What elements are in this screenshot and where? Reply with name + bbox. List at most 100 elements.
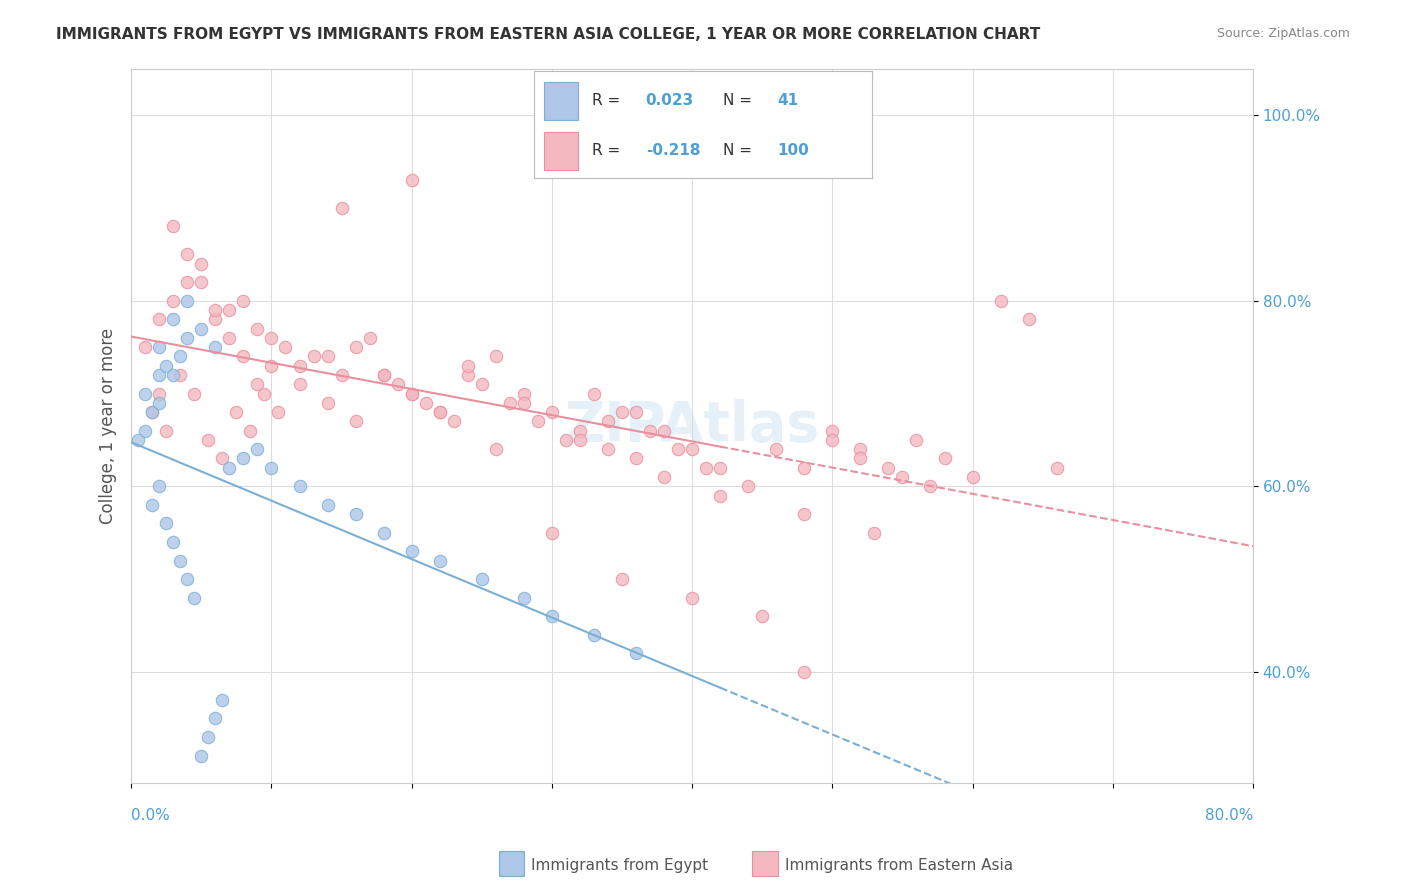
Point xyxy=(401,544,423,558)
Point xyxy=(155,359,177,373)
Point xyxy=(624,451,647,466)
Point xyxy=(253,386,276,401)
Point xyxy=(652,424,675,438)
Point xyxy=(429,405,451,419)
Point xyxy=(162,312,184,326)
Point xyxy=(316,396,339,410)
Point xyxy=(401,173,423,187)
Point xyxy=(274,340,297,354)
Point xyxy=(471,572,494,586)
Point xyxy=(373,368,395,382)
Point xyxy=(863,525,886,540)
Point xyxy=(169,350,191,364)
Point xyxy=(359,331,381,345)
Point xyxy=(127,433,149,447)
Point xyxy=(218,331,240,345)
Point xyxy=(197,730,219,744)
Point xyxy=(239,424,262,438)
Point xyxy=(225,405,247,419)
Point xyxy=(204,340,226,354)
Point xyxy=(429,405,451,419)
Point xyxy=(218,302,240,317)
Point xyxy=(695,460,717,475)
Point xyxy=(541,609,564,624)
FancyBboxPatch shape xyxy=(544,82,578,120)
Point xyxy=(471,377,494,392)
Point xyxy=(162,293,184,308)
Point xyxy=(176,293,198,308)
Y-axis label: College, 1 year or more: College, 1 year or more xyxy=(100,328,117,524)
Point xyxy=(232,451,254,466)
Point xyxy=(555,433,578,447)
Point xyxy=(568,433,591,447)
Point xyxy=(344,414,367,428)
Point xyxy=(316,498,339,512)
Point xyxy=(197,433,219,447)
Text: Immigrants from Eastern Asia: Immigrants from Eastern Asia xyxy=(785,858,1012,872)
Point xyxy=(148,312,170,326)
Point xyxy=(288,479,311,493)
Point xyxy=(387,377,409,392)
Point xyxy=(162,368,184,382)
Point xyxy=(905,433,928,447)
Point xyxy=(232,293,254,308)
Point xyxy=(596,442,619,457)
Point xyxy=(155,516,177,531)
Point xyxy=(962,470,984,484)
Point xyxy=(162,535,184,549)
Point xyxy=(141,405,163,419)
Point xyxy=(415,396,437,410)
Text: 41: 41 xyxy=(778,94,799,108)
Point xyxy=(499,396,522,410)
Point xyxy=(401,386,423,401)
Point xyxy=(260,359,283,373)
Point xyxy=(513,396,536,410)
Point xyxy=(148,479,170,493)
Point xyxy=(610,572,633,586)
Point xyxy=(765,442,787,457)
Text: 0.023: 0.023 xyxy=(645,94,695,108)
Point xyxy=(148,396,170,410)
Point xyxy=(183,386,205,401)
Point xyxy=(1018,312,1040,326)
Point xyxy=(204,312,226,326)
Point xyxy=(183,591,205,605)
Point xyxy=(793,665,815,679)
Point xyxy=(246,321,269,335)
Point xyxy=(169,554,191,568)
Point xyxy=(920,479,942,493)
Point xyxy=(527,414,550,428)
Text: IMMIGRANTS FROM EGYPT VS IMMIGRANTS FROM EASTERN ASIA COLLEGE, 1 YEAR OR MORE CO: IMMIGRANTS FROM EGYPT VS IMMIGRANTS FROM… xyxy=(56,27,1040,42)
Text: R =: R = xyxy=(592,143,624,158)
Point xyxy=(302,350,325,364)
Text: 80.0%: 80.0% xyxy=(1205,808,1253,823)
Point xyxy=(443,414,465,428)
Point xyxy=(821,433,844,447)
Point xyxy=(148,386,170,401)
Point xyxy=(141,498,163,512)
Point xyxy=(681,591,703,605)
Point xyxy=(211,693,233,707)
Point xyxy=(330,201,353,215)
FancyBboxPatch shape xyxy=(544,132,578,169)
Text: Immigrants from Egypt: Immigrants from Egypt xyxy=(531,858,709,872)
Point xyxy=(737,479,759,493)
Point xyxy=(582,386,605,401)
Point xyxy=(513,386,536,401)
Point xyxy=(793,507,815,521)
Text: R =: R = xyxy=(592,94,624,108)
Point xyxy=(176,331,198,345)
Point xyxy=(751,609,773,624)
Point xyxy=(267,405,290,419)
Point xyxy=(148,368,170,382)
Point xyxy=(401,386,423,401)
Point xyxy=(709,489,731,503)
Point xyxy=(288,377,311,392)
Point xyxy=(148,340,170,354)
Point xyxy=(211,451,233,466)
Point xyxy=(638,424,661,438)
Point xyxy=(169,368,191,382)
Point xyxy=(610,405,633,419)
Point xyxy=(204,302,226,317)
Point xyxy=(457,368,479,382)
